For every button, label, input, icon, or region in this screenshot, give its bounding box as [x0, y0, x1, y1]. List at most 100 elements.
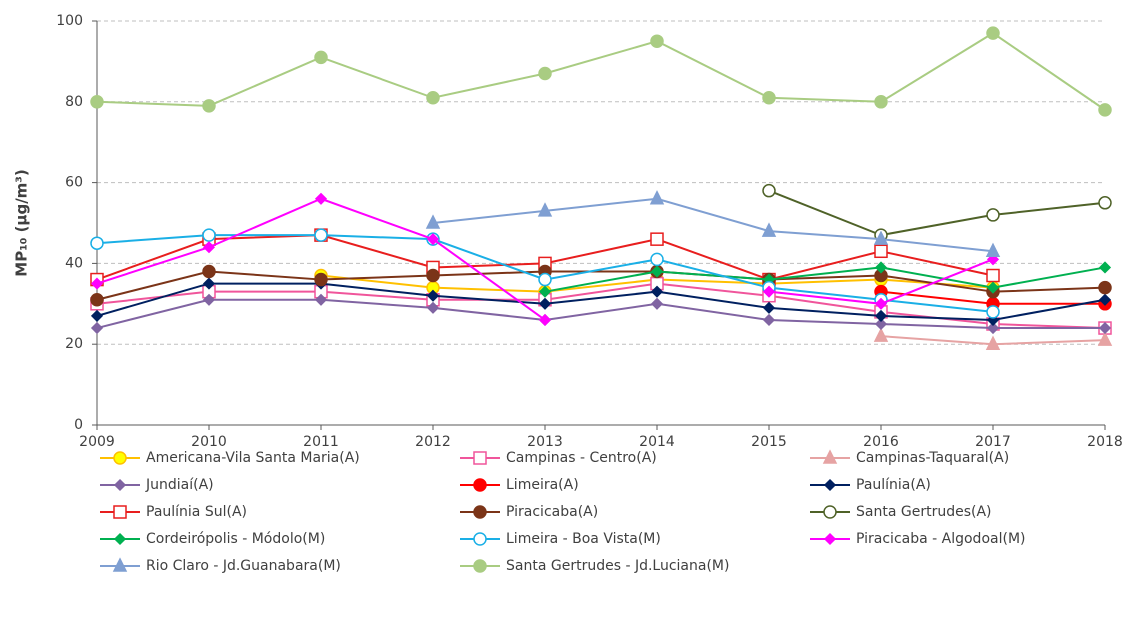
legend-label: Paulínia(A)	[856, 477, 931, 493]
y-tick-label: 80	[65, 94, 83, 110]
point	[874, 261, 888, 274]
point	[202, 99, 216, 113]
point	[762, 91, 776, 105]
point	[762, 285, 776, 298]
point	[90, 95, 104, 109]
point	[650, 297, 664, 310]
legend-item: Paulínia Sul(A)	[100, 504, 247, 520]
legend-item: Piracicaba - Algodoal(M)	[810, 531, 1025, 547]
point	[202, 241, 216, 254]
point	[1098, 196, 1112, 210]
x-tick-label: 2010	[191, 434, 227, 450]
point	[473, 559, 487, 573]
point	[113, 505, 127, 519]
point	[985, 335, 1001, 350]
point	[473, 505, 487, 519]
x-tick-label: 2011	[303, 434, 339, 450]
legend-item: Cordeirópolis - Módolo(M)	[100, 531, 325, 547]
legend-label: Santa Gertrudes - Jd.Luciana(M)	[506, 558, 729, 574]
point	[538, 313, 552, 327]
legend-label: Piracicaba - Algodoal(M)	[856, 531, 1025, 547]
point	[874, 95, 888, 109]
point	[538, 66, 552, 81]
point	[537, 202, 553, 217]
point	[314, 272, 328, 287]
point	[314, 50, 328, 65]
point	[986, 208, 1000, 222]
legend-label: Piracicaba(A)	[506, 504, 598, 520]
series	[90, 192, 1000, 327]
point	[874, 309, 888, 322]
point	[650, 265, 664, 278]
point	[822, 449, 838, 464]
legend-item: Paulínia(A)	[810, 477, 931, 493]
point	[986, 26, 1000, 40]
legend-label: Santa Gertrudes(A)	[856, 504, 992, 520]
series	[538, 261, 1112, 298]
legend-label: Jundiaí(A)	[145, 477, 214, 493]
x-tick-label: 2012	[415, 434, 451, 450]
legend-item: Limeira - Boa Vista(M)	[460, 531, 661, 547]
series-line	[96, 282, 1106, 321]
point	[90, 277, 104, 290]
series	[762, 183, 1112, 242]
x-tick-label: 2009	[79, 434, 115, 450]
point	[426, 268, 440, 283]
point	[113, 451, 127, 465]
legend-item: Campinas - Centro(A)	[460, 450, 657, 466]
y-tick-label: 40	[65, 255, 83, 271]
point	[823, 505, 837, 519]
series	[873, 327, 1113, 350]
legend-label: Rio Claro - Jd.Guanabara(M)	[146, 558, 341, 574]
legend-item: Santa Gertrudes(A)	[810, 504, 992, 520]
point	[538, 297, 552, 310]
point	[650, 232, 664, 246]
y-tick-label: 0	[74, 417, 83, 433]
point	[314, 293, 328, 306]
legend-label: Paulínia Sul(A)	[146, 504, 247, 520]
point	[1098, 321, 1112, 335]
point	[202, 293, 216, 306]
point	[986, 253, 1000, 266]
point	[538, 272, 552, 287]
legend-label: Limeira - Boa Vista(M)	[506, 531, 661, 547]
legend-item: Santa Gertrudes - Jd.Luciana(M)	[460, 558, 729, 574]
point	[113, 532, 127, 546]
point	[985, 242, 1001, 258]
point	[986, 281, 1000, 294]
point	[650, 285, 664, 298]
point	[1098, 280, 1112, 295]
point	[649, 190, 665, 205]
point	[873, 230, 889, 245]
point	[426, 289, 440, 302]
point	[1098, 103, 1112, 117]
legend-label: Campinas - Centro(A)	[506, 450, 657, 466]
point	[202, 228, 216, 242]
point	[874, 244, 888, 259]
legend-item: Piracicaba(A)	[460, 504, 598, 520]
x-tick-label: 2013	[527, 434, 563, 450]
point	[823, 532, 837, 546]
series-line	[96, 270, 1106, 301]
point	[986, 321, 1000, 335]
point	[874, 317, 888, 331]
point	[762, 183, 776, 198]
point	[202, 277, 216, 290]
point	[90, 293, 104, 307]
legend-item: Campinas-Taquaral(A)	[810, 449, 1009, 466]
point	[762, 313, 776, 327]
series-line	[544, 266, 1106, 293]
point	[314, 192, 328, 205]
point	[762, 301, 776, 314]
point	[473, 532, 487, 546]
point	[473, 451, 487, 465]
x-tick-label: 2015	[751, 434, 787, 450]
legend-item: Rio Claro - Jd.Guanabara(M)	[100, 557, 341, 574]
series-line	[96, 31, 1106, 111]
point	[473, 478, 487, 492]
point	[425, 214, 441, 229]
legend-item: Americana-Vila Santa Maria(A)	[100, 450, 360, 466]
point	[90, 309, 104, 322]
point	[761, 222, 777, 237]
